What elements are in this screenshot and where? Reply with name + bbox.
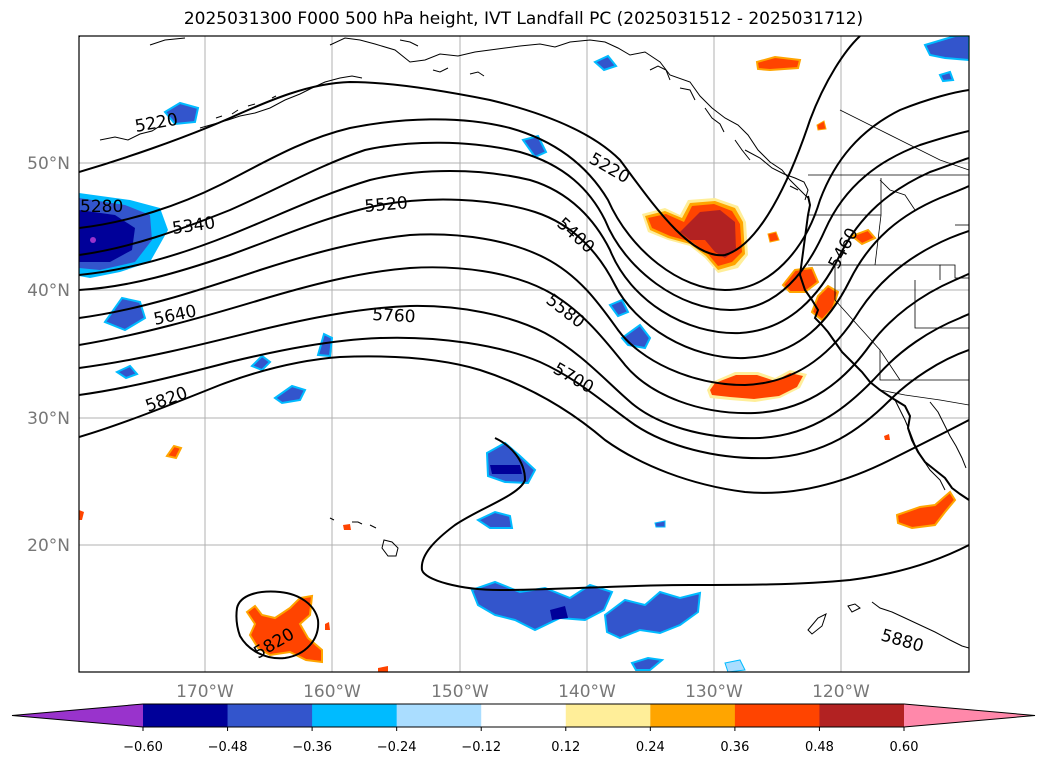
colorbar-tick-label: 0.24 bbox=[636, 740, 665, 755]
positive-anomaly-southwest bbox=[245, 594, 323, 664]
colorbar-extend-low bbox=[12, 704, 143, 727]
latitude-labels: 50°N 40°N 30°N 20°N bbox=[27, 154, 70, 556]
colorbar-swatch bbox=[396, 704, 482, 727]
colorbar-tick-label: −0.60 bbox=[123, 740, 163, 755]
lat-label: 50°N bbox=[27, 154, 70, 174]
contour-label: 5280 bbox=[80, 197, 123, 217]
lon-label: 150°W bbox=[431, 682, 489, 702]
colorbar-tick-label: −0.24 bbox=[377, 740, 417, 755]
height-contours bbox=[79, 36, 969, 660]
lon-label: 140°W bbox=[558, 682, 616, 702]
colorbar-tick-label: 0.48 bbox=[805, 740, 834, 755]
contour-label: 5760 bbox=[372, 305, 416, 327]
colorbar-swatch bbox=[227, 704, 313, 727]
colorbar-swatch bbox=[650, 704, 736, 727]
lon-label: 160°W bbox=[303, 682, 361, 702]
colorbar-swatch bbox=[565, 704, 651, 727]
colorbar-tick-label: −0.48 bbox=[208, 740, 248, 755]
gridlines bbox=[79, 36, 969, 672]
lon-label: 130°W bbox=[685, 682, 743, 702]
coastlines bbox=[99, 37, 969, 649]
lon-label: 120°W bbox=[812, 682, 870, 702]
map-frame bbox=[78, 35, 970, 673]
colorbar-swatch bbox=[143, 704, 229, 727]
negative-anomaly-south bbox=[470, 580, 614, 632]
lat-label: 20°N bbox=[27, 536, 70, 556]
contour-label: 5520 bbox=[364, 193, 409, 217]
colorbar-tick-label: 0.36 bbox=[720, 740, 749, 755]
colorbar-tick-label: 0.60 bbox=[890, 740, 919, 755]
colorbar-swatch bbox=[481, 704, 567, 727]
colorbar-tick-label: −0.36 bbox=[292, 740, 332, 755]
colorbar-swatch bbox=[819, 704, 905, 727]
colorbar-swatch bbox=[312, 704, 398, 727]
lat-label: 40°N bbox=[27, 281, 70, 301]
page-title: 2025031300 F000 500 hPa height, IVT Land… bbox=[183, 9, 864, 29]
colorbar-tick-label: 0.12 bbox=[551, 740, 580, 755]
colorbar-swatch bbox=[734, 704, 820, 727]
lat-label: 30°N bbox=[27, 409, 70, 429]
longitude-labels: 170°W 160°W 150°W 140°W 130°W 120°W bbox=[176, 682, 870, 702]
colorbar-extend-high bbox=[904, 704, 1035, 727]
colorbar: −0.60 −0.48 −0.36 −0.24 −0.12 0.12 0.24 0.36 0.4… bbox=[11, 703, 1036, 755]
lon-label: 170°W bbox=[176, 682, 234, 702]
colorbar-tick-label: −0.12 bbox=[461, 740, 501, 755]
